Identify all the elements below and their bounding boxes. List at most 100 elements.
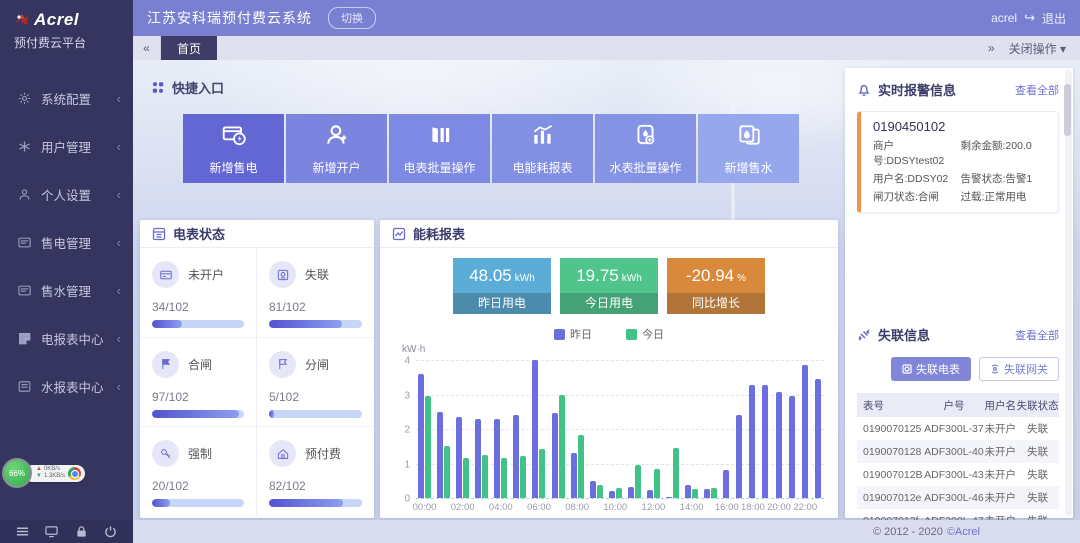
bar-今日-10:00[interactable] [615, 488, 622, 498]
alarm-field: 告警状态:告警1 [960, 173, 1033, 185]
bar-今日-06:00[interactable] [539, 449, 546, 498]
scrollbar-thumb[interactable] [1064, 84, 1071, 136]
bar-今日-15:00[interactable] [711, 487, 718, 498]
meter-status-card-0[interactable]: 未开户 34/102 [140, 248, 257, 338]
bar-昨日-09:00[interactable] [589, 480, 596, 498]
quick-entry-button-1[interactable]: 新增开户 [286, 114, 387, 183]
bar-今日-12:00[interactable] [653, 468, 660, 498]
quick-entry-button-4[interactable]: 水表批量操作 [595, 114, 696, 183]
sidebar-item-4[interactable]: 售水管理 ‹ [0, 266, 133, 314]
lock-icon[interactable] [75, 525, 88, 538]
quick-entry-button-3[interactable]: 电能耗报表 [492, 114, 593, 183]
meter-status-card-1[interactable]: 失联 81/102 [257, 248, 374, 338]
quick-entry-label: 新增售水 [724, 160, 773, 175]
bar-今日-05:00[interactable] [520, 455, 527, 498]
monitor-icon[interactable] [45, 525, 59, 538]
bar-昨日-08:00[interactable] [570, 453, 577, 498]
report-icon [17, 379, 32, 394]
offline-meters-table: 表号 户号 用户名 失联状态 0190070125 ADF300L-37 未开户 失联 019… [857, 393, 1059, 520]
logout-button[interactable]: 退出 [1041, 11, 1066, 26]
table-row-3[interactable]: 019007012e ADF300L-46 未开户 失联 [857, 486, 1059, 509]
legend-item[interactable]: 昨日 [554, 326, 592, 342]
bar-今日-03:00[interactable] [482, 454, 489, 498]
bar-昨日-05:00[interactable] [513, 415, 520, 498]
switch-system-button[interactable]: 切换 [328, 7, 376, 29]
meter-status-card-3[interactable]: 分闸 5/102 [257, 338, 374, 428]
bar-group-19:00 [762, 360, 769, 498]
bar-昨日-19:00[interactable] [762, 384, 769, 498]
meter-card-label: 强制 [188, 447, 213, 462]
bar-昨日-23:00[interactable] [814, 378, 821, 498]
menu-icon[interactable] [16, 525, 29, 538]
meter-status-card-5[interactable]: 预付费 82/102 [257, 427, 374, 517]
meter-status-card-4[interactable]: 强制 20/102 [140, 427, 257, 517]
bar-昨日-12:00[interactable] [646, 490, 653, 498]
scrollbar-track[interactable] [1064, 70, 1072, 516]
alarm-card[interactable]: 0190450102 商户号:DDSYtest02 剩余金额:200.0 用户名:D… [857, 111, 1059, 213]
quick-entry-button-5[interactable]: 新增售水 [698, 114, 799, 183]
meter-status-card-2[interactable]: 合闸 97/102 [140, 337, 257, 428]
bar-今日-04:00[interactable] [501, 458, 508, 498]
tabs-expand-button[interactable]: » [987, 41, 995, 55]
bar-昨日-21:00[interactable] [788, 395, 795, 498]
bar-今日-09:00[interactable] [596, 485, 603, 498]
table-row-1[interactable]: 0190070128 ADF300L-40 未开户 失联 [857, 440, 1059, 463]
sidebar-item-5[interactable]: 电报表中心 ‹ [0, 314, 133, 362]
power-icon[interactable] [104, 525, 117, 538]
bar-昨日-13:00[interactable] [666, 496, 673, 498]
bar-昨日-18:00[interactable] [749, 385, 756, 498]
grid-icon [17, 331, 32, 346]
bar-昨日-07:00[interactable] [551, 413, 558, 498]
x-tick-label: 06:00 [527, 502, 551, 513]
bar-昨日-01:00[interactable] [437, 411, 444, 498]
bar-今日-14:00[interactable] [692, 489, 699, 498]
close-operations-dropdown[interactable]: 关闭操作 ▾ [1008, 41, 1066, 56]
bar-昨日-16:00[interactable] [723, 469, 730, 498]
memory-percent-badge[interactable]: 66% [2, 458, 32, 488]
table-row-4[interactable]: 019007012fADF300L-47未开户失联 [857, 509, 1059, 521]
sidebar-item-0[interactable]: 系统配置 ‹ [0, 74, 133, 122]
bar-昨日-14:00[interactable] [685, 485, 692, 498]
bar-今日-01:00[interactable] [444, 446, 451, 498]
network-speed-widget[interactable]: 66% ▲ 0KB/s ▼ 1.3KB/s [2, 458, 85, 488]
legend-item[interactable]: 今日 [626, 326, 664, 342]
chrome-icon[interactable] [67, 466, 81, 480]
bar-昨日-22:00[interactable] [801, 365, 808, 498]
sidebar-item-3[interactable]: 售电管理 ‹ [0, 218, 133, 266]
sidebar-item-1[interactable]: 用户管理 ‹ [0, 122, 133, 170]
tabs-collapse-button[interactable]: « [133, 36, 161, 60]
bar-昨日-04:00[interactable] [494, 418, 501, 498]
username-label[interactable]: acrel [991, 11, 1018, 25]
alarm-view-all-link[interactable]: 查看全部 [1015, 84, 1059, 97]
tab-home[interactable]: 首页 [161, 36, 218, 60]
sidebar-item-2[interactable]: 个人设置 ‹ [0, 170, 133, 218]
bar-今日-08:00[interactable] [577, 434, 584, 498]
bar-昨日-06:00[interactable] [532, 360, 539, 498]
bar-昨日-10:00[interactable] [608, 491, 615, 498]
table-row-2[interactable]: 019007012B ADF300L-43 未开户 失联 [857, 463, 1059, 486]
bar-昨日-20:00[interactable] [775, 391, 782, 498]
x-tick-label: 00:00 [412, 502, 437, 513]
quick-entry-button-0[interactable]: 新增售电 [183, 114, 284, 183]
bar-昨日-15:00[interactable] [704, 489, 711, 498]
footer-brand-link[interactable]: ©Acrel [946, 525, 980, 538]
bar-今日-13:00[interactable] [673, 447, 680, 498]
offline-view-all-link[interactable]: 查看全部 [1015, 329, 1059, 342]
sidebar-footer [0, 520, 133, 543]
sidebar-item-6[interactable]: 水报表中心 ‹ [0, 362, 133, 410]
offline-meter-button[interactable]: 失联电表 [891, 357, 971, 381]
alarm-fields: 商户号:DDSYtest02 剩余金额:200.0 用户名:DDSY02 告警状态:告… [873, 138, 1048, 204]
bar-今日-00:00[interactable] [425, 396, 431, 498]
bar-昨日-11:00[interactable] [627, 486, 634, 498]
bar-今日-02:00[interactable] [463, 458, 470, 498]
offline-gateway-button[interactable]: 失联网关 [979, 357, 1059, 381]
bar-昨日-03:00[interactable] [475, 418, 482, 498]
bar-昨日-17:00[interactable] [736, 415, 743, 498]
bar-昨日-02:00[interactable] [456, 416, 463, 498]
stat-unit: % [737, 272, 747, 284]
quick-entry-button-2[interactable]: 电表批量操作 [389, 114, 490, 183]
bar-今日-07:00[interactable] [558, 394, 565, 498]
bar-今日-11:00[interactable] [634, 465, 641, 498]
bar-昨日-00:00[interactable] [418, 373, 424, 498]
table-row-0[interactable]: 0190070125 ADF300L-37 未开户 失联 [857, 417, 1059, 440]
